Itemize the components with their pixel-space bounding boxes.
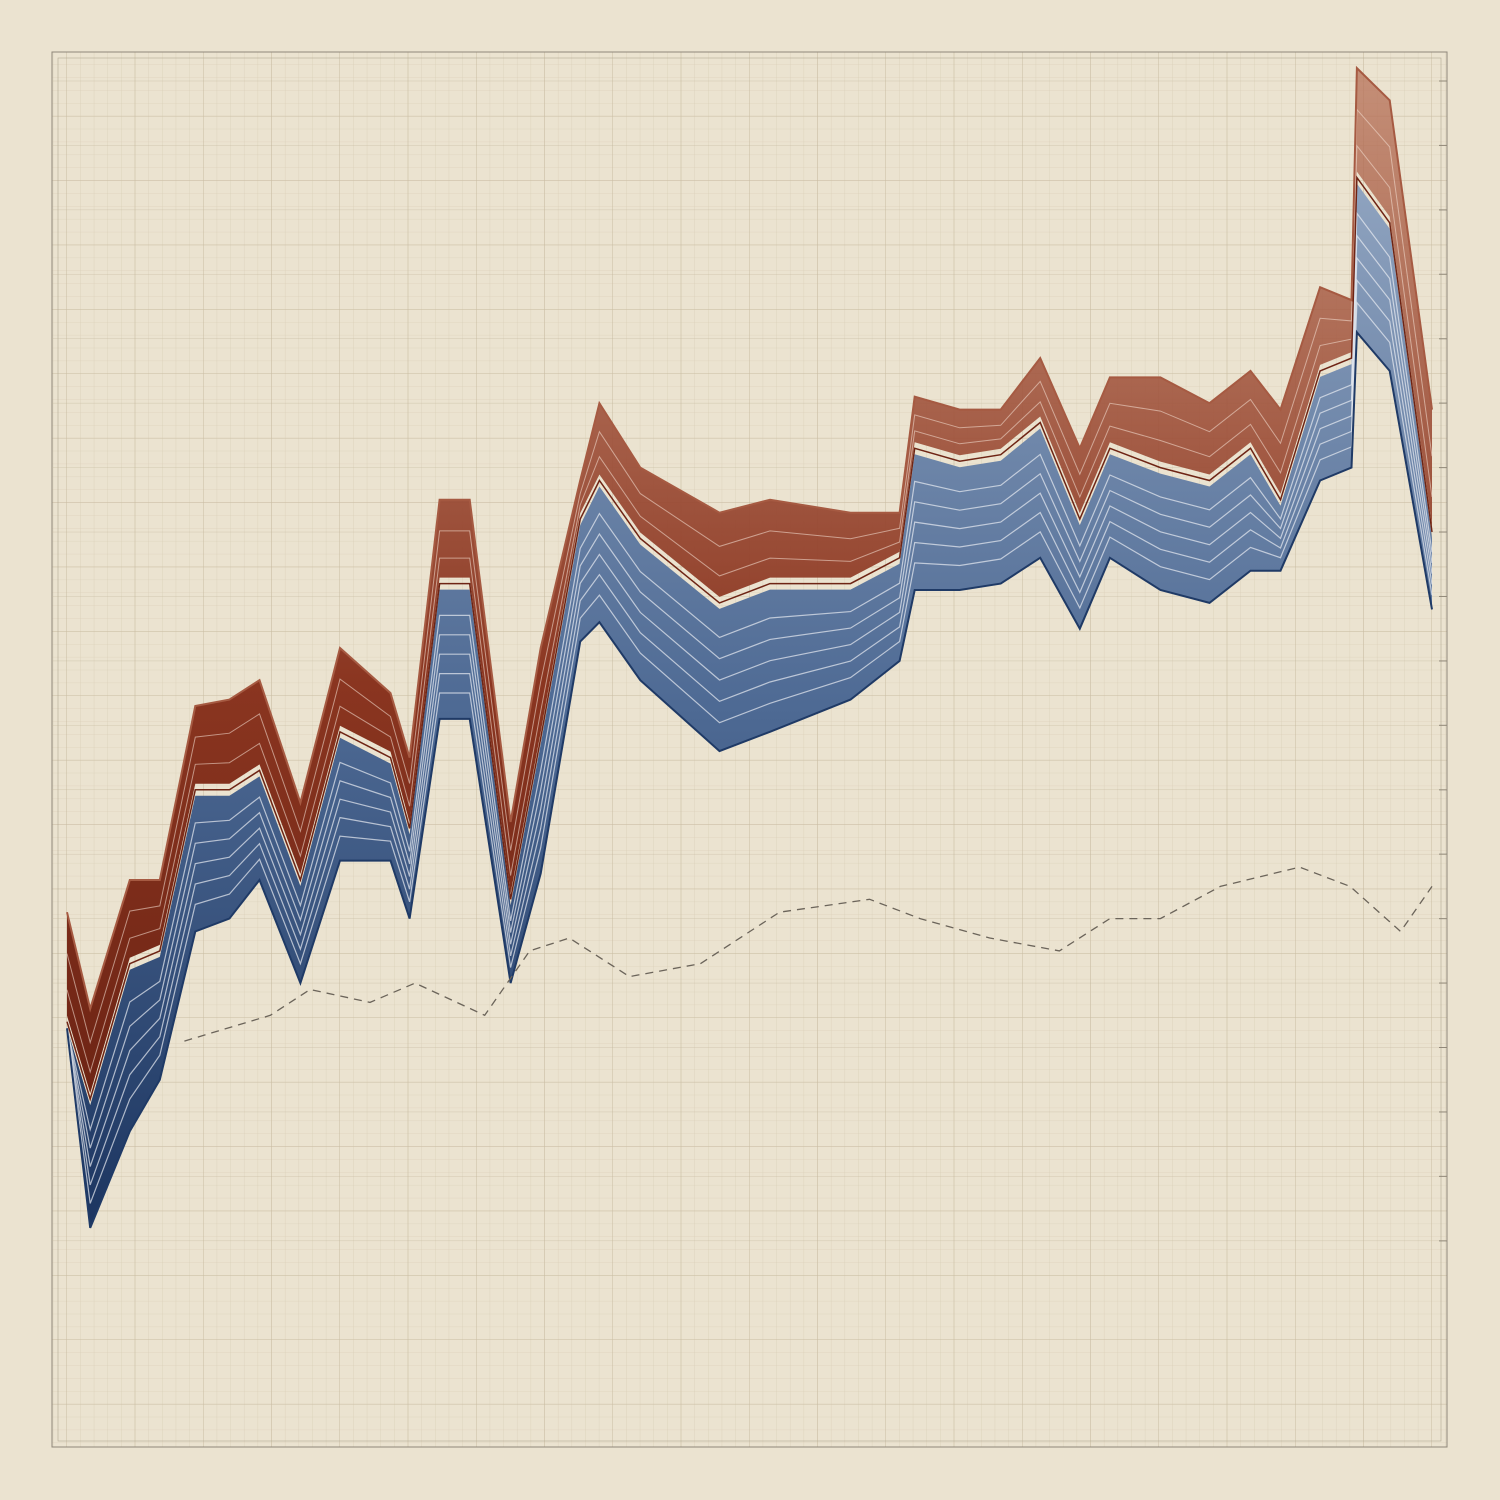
band-edge: [66, 329, 1433, 1229]
frame: [51, 51, 1448, 1448]
band-edge: [66, 65, 1433, 1013]
band-stripe: [66, 256, 1433, 1167]
major-grid: [52, 52, 1447, 1447]
band-stripe: [66, 278, 1433, 1186]
upper-band: [67, 68, 1432, 1094]
inner-frame: [57, 57, 1442, 1442]
lower-band: [67, 183, 1432, 1228]
band-edge: [66, 175, 1433, 1102]
band-stripe: [66, 144, 1433, 1074]
band-stripe: [66, 300, 1433, 1204]
band-stripe: [66, 211, 1433, 1132]
band-stripe: [66, 234, 1433, 1149]
band-stripe: [66, 108, 1433, 1045]
